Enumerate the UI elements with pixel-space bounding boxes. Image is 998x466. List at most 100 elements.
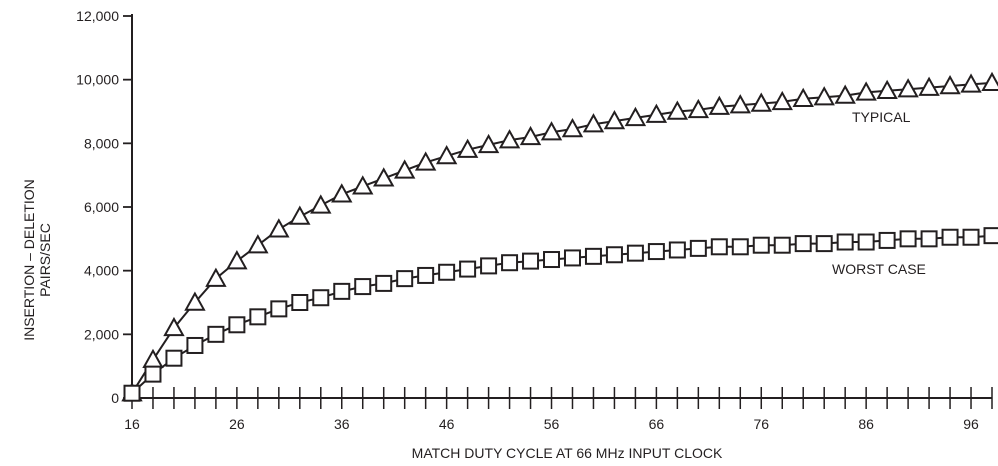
series-label-worst-case: WORST CASE bbox=[832, 261, 926, 277]
square-marker bbox=[836, 233, 854, 251]
y-tick-label: 0 bbox=[111, 390, 119, 406]
square-marker bbox=[375, 274, 393, 292]
square-marker bbox=[249, 308, 267, 326]
square-marker bbox=[563, 249, 581, 267]
x-tick-label: 56 bbox=[544, 416, 560, 432]
triangle-marker bbox=[603, 109, 626, 130]
triangle-marker bbox=[414, 151, 437, 171]
square-marker bbox=[878, 231, 896, 249]
triangle-marker bbox=[247, 234, 269, 254]
triangle-marker bbox=[456, 138, 479, 158]
triangle-marker bbox=[666, 100, 689, 120]
triangle-marker bbox=[834, 84, 856, 104]
x-tick-label: 46 bbox=[439, 416, 455, 432]
triangle-marker bbox=[477, 133, 500, 154]
square-marker bbox=[501, 254, 519, 272]
square-marker bbox=[396, 270, 414, 288]
square-marker bbox=[626, 244, 644, 262]
y-tick-label: 4,000 bbox=[84, 263, 119, 279]
x-tick-label: 66 bbox=[649, 416, 665, 432]
square-marker bbox=[186, 336, 204, 354]
triangle-marker bbox=[268, 218, 290, 238]
triangle-marker bbox=[645, 103, 668, 123]
triangle-marker bbox=[142, 348, 164, 368]
square-marker bbox=[647, 243, 665, 261]
triangle-marker bbox=[960, 73, 982, 93]
square-marker bbox=[144, 365, 162, 383]
square-marker bbox=[605, 246, 623, 264]
triangle-marker bbox=[184, 291, 206, 311]
x-tick-label: 16 bbox=[124, 416, 140, 432]
triangle-marker bbox=[729, 94, 751, 114]
y-axis-title-line1: INSERTION – DELETION bbox=[21, 179, 37, 341]
x-tick-label: 96 bbox=[963, 416, 979, 432]
y-tick-label: 10,000 bbox=[76, 72, 119, 88]
square-marker bbox=[522, 252, 540, 270]
square-marker bbox=[438, 263, 456, 281]
axes-layer: 0 2,000 4,000 6,000 8,000 10,000 12,000 16 26 36 4… bbox=[76, 8, 993, 432]
triangle-marker bbox=[373, 167, 395, 187]
x-axis-title: MATCH DUTY CYCLE AT 66 MHz INPUT CLOCK bbox=[412, 445, 723, 461]
x-tick-label: 36 bbox=[334, 416, 350, 432]
labels-layer: INSERTION – DELETION PAIRS/SEC MATCH DUT… bbox=[21, 109, 926, 461]
square-marker bbox=[857, 233, 875, 251]
y-tick-label: 2,000 bbox=[84, 326, 119, 342]
square-marker bbox=[417, 266, 435, 284]
triangle-marker bbox=[435, 145, 458, 165]
square-marker bbox=[123, 384, 141, 402]
triangle-marker bbox=[897, 78, 919, 98]
triangle-marker bbox=[624, 106, 647, 127]
triangle-marker bbox=[939, 74, 961, 95]
triangle-marker bbox=[393, 159, 416, 179]
triangle-marker bbox=[876, 79, 898, 100]
triangle-marker bbox=[226, 250, 248, 270]
square-marker bbox=[710, 238, 728, 256]
y-tick-label: 8,000 bbox=[84, 135, 119, 151]
square-marker bbox=[773, 236, 791, 254]
triangle-marker bbox=[331, 183, 353, 203]
square-marker bbox=[752, 236, 770, 254]
triangle-marker bbox=[687, 98, 710, 119]
square-marker bbox=[333, 282, 351, 300]
square-marker bbox=[941, 228, 959, 246]
triangle-marker bbox=[708, 95, 731, 115]
square-marker bbox=[899, 230, 917, 248]
square-marker bbox=[228, 316, 246, 334]
y-tick-label: 6,000 bbox=[84, 199, 119, 215]
square-marker bbox=[731, 238, 749, 256]
triangle-marker bbox=[855, 81, 877, 101]
square-marker bbox=[270, 300, 288, 318]
square-marker bbox=[584, 247, 602, 265]
square-marker bbox=[207, 325, 225, 343]
square-marker bbox=[794, 235, 812, 253]
square-marker bbox=[165, 349, 183, 367]
square-marker bbox=[983, 227, 998, 245]
triangle-marker bbox=[582, 113, 605, 133]
square-marker bbox=[312, 289, 330, 307]
series-label-typical: TYPICAL bbox=[852, 109, 911, 125]
triangle-marker bbox=[813, 86, 835, 106]
square-marker bbox=[354, 278, 372, 296]
triangle-marker bbox=[498, 129, 521, 149]
square-marker bbox=[689, 239, 707, 257]
triangle-marker bbox=[205, 267, 227, 287]
x-tick-label: 86 bbox=[858, 416, 874, 432]
y-axis-title-line2: PAIRS/SEC bbox=[37, 223, 53, 297]
square-marker bbox=[962, 228, 980, 246]
triangle-marker bbox=[750, 92, 772, 112]
square-marker bbox=[291, 294, 309, 311]
square-marker bbox=[668, 241, 686, 259]
triangle-marker bbox=[918, 76, 940, 96]
triangle-marker bbox=[310, 194, 332, 214]
y-tick-label: 12,000 bbox=[76, 8, 119, 24]
square-marker bbox=[543, 251, 561, 269]
square-marker bbox=[920, 230, 938, 248]
triangle-marker bbox=[981, 71, 998, 92]
triangle-marker bbox=[771, 90, 793, 111]
triangle-marker bbox=[540, 121, 563, 141]
square-marker bbox=[815, 235, 833, 253]
square-marker bbox=[459, 260, 477, 278]
triangle-marker bbox=[792, 87, 814, 107]
triangle-marker bbox=[163, 316, 185, 337]
